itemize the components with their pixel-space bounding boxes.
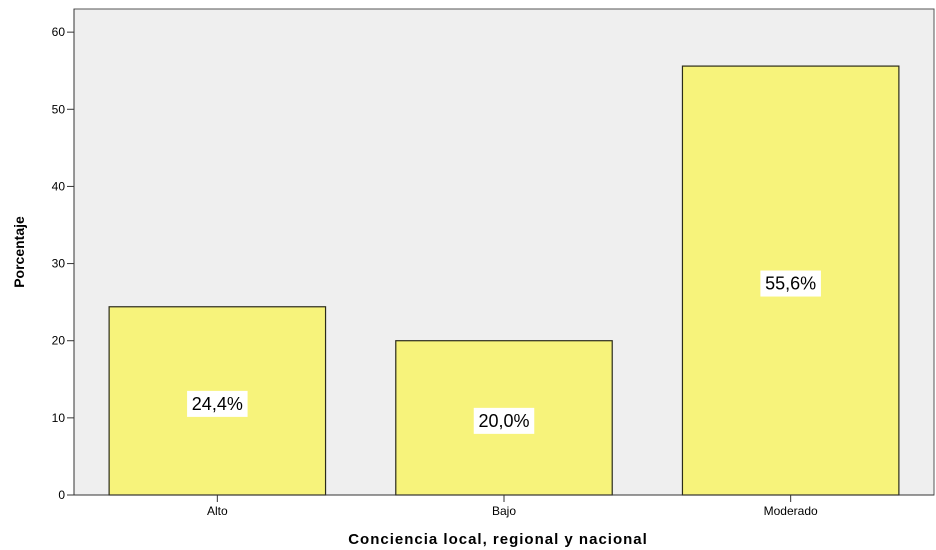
x-axis-title: Conciencia local, regional y nacional	[348, 531, 648, 548]
y-axis: 0 10 20 30 40 50 60	[52, 9, 75, 502]
bars: 24,4% 20,0% 55,6%	[108, 65, 900, 496]
data-label-box	[473, 407, 535, 434]
y-axis-title: Porcentaje	[11, 216, 27, 288]
data-label-box	[187, 390, 248, 417]
x-axis: Alto Bajo Moderado	[74, 494, 934, 518]
y-tick-label: 20	[52, 334, 66, 348]
data-label: 20,0%	[478, 411, 529, 431]
y-tick-label: 0	[58, 488, 65, 502]
x-tick-label: Alto	[207, 504, 228, 518]
y-tick-label: 60	[52, 25, 66, 39]
y-tick-label: 30	[52, 257, 66, 271]
data-label: 24,4%	[192, 394, 243, 414]
y-tick-label: 50	[52, 102, 66, 116]
data-label-box	[760, 270, 821, 297]
x-tick-label: Moderado	[764, 504, 818, 518]
y-tick-label: 40	[52, 179, 66, 193]
y-tick-label: 10	[52, 411, 66, 425]
data-label: 55,6%	[765, 274, 816, 294]
x-tick-label: Bajo	[492, 504, 516, 518]
